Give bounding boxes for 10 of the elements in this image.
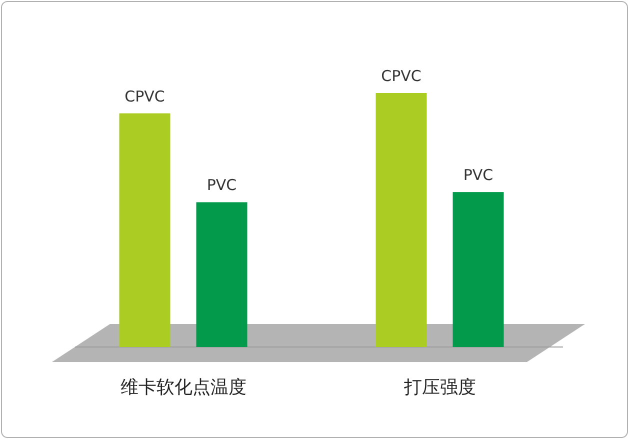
text: PVC	[463, 166, 494, 184]
series-label: CPVC	[124, 87, 165, 106]
x-tick-label: 打压强度	[402, 377, 476, 398]
x-tick-label: 维卡软化点温度	[120, 377, 246, 398]
bar	[452, 192, 504, 347]
series-label: PVC	[206, 176, 237, 194]
bar	[119, 113, 170, 347]
bar	[196, 202, 248, 347]
text: CPVC	[381, 67, 422, 85]
bar	[376, 93, 427, 347]
